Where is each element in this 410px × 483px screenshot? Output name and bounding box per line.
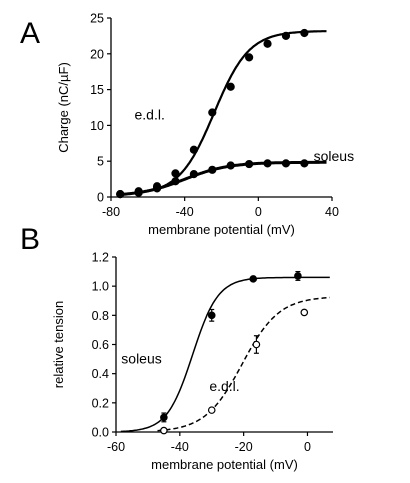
panel-a-y-tick-label: 25 [90,12,104,26]
panel-a-chart: A 0 5 10 15 20 25 -80 -40 0 40 membrane potential … [20,12,354,238]
panel-a-y-axis-title: Charge (nC/µF) [56,62,71,153]
panel-b-y-axis-title: relative tension [51,301,66,388]
panel-a-data-point [171,169,180,178]
panel-a-data-point [152,184,162,193]
panel-b-series-label: soleus [121,350,161,366]
panel-a-x-tick-label: -40 [176,205,194,219]
panel-a-data-point [281,159,291,168]
panel-a-fit-line-second [120,160,327,196]
panel-b-y-tick-label: 0.4 [92,367,109,381]
panel-a-data-point [226,161,235,170]
panel-a-data-point [245,159,254,169]
panel-a-letter: A [20,17,40,50]
panel-a-data-point [116,190,125,199]
panel-b-y-tick-label: 0.0 [92,426,109,440]
panel-a-data-point [134,188,143,197]
panel-a-data-point [263,39,272,48]
panel-a-data-point [281,31,291,41]
panel-b-x-tick-label: -40 [171,440,189,454]
panel-a-x-tick-label: 40 [325,205,339,219]
panel-b-data-point [300,308,309,317]
panel-a-y-tick-label: 10 [90,119,104,133]
panel-b-series-label: e.d.l. [209,378,239,394]
panel-a-y-tick-label: 5 [97,155,104,169]
panel-a-data-point [245,53,254,62]
panel-a-data-point [226,82,235,91]
panel-a-y-tick-label: 15 [90,83,104,97]
panel-a-x-axis-title: membrane potential (mV) [148,222,295,237]
panel-a-series-label: soleus [314,148,354,164]
panel-a-x-tick-label: -80 [102,205,120,219]
panel-b-data-point [207,311,216,320]
panel-a-data-point [300,159,309,168]
panel-a-series-label: e.d.l. [134,107,164,123]
panel-a-x-tick-label: 0 [255,205,262,219]
panel-a-data-point [208,108,217,117]
panel-b-data-point [249,275,258,283]
panel-b-data-point [160,426,168,435]
panel-b-y-tick-label: 0.2 [92,396,109,410]
panel-a-data-point [263,159,272,168]
panel-b-data-point [294,272,302,280]
panel-a-y-tick-label: 20 [90,47,104,61]
panel-a-data-point [208,165,217,174]
panel-b-letter: B [20,223,40,256]
panel-b-x-tick-label: 0 [304,440,311,454]
panel-b-y-tick-label: 1.2 [92,251,109,265]
panel-b-data-point [160,413,168,422]
panel-b-x-tick-label: -60 [107,440,125,454]
panel-a-y-tick-label: 0 [97,191,104,205]
panel-a-data-point [189,145,198,154]
panel-b-data-point [252,340,261,349]
panel-b-x-tick-label: -20 [235,440,253,454]
panel-b-fit-line-second [157,296,330,432]
panel-b-y-tick-label: 0.8 [92,309,109,323]
panel-b-y-tick-label: 0.6 [92,338,109,352]
panel-b-data-point [207,406,216,414]
panel-a-data-point [189,169,198,179]
panel-b-y-tick-label: 1.0 [92,280,109,294]
panel-a-data-point [300,28,309,38]
panel-b-x-axis-title: membrane potential (mV) [151,457,298,472]
panel-a-data-point [171,177,180,186]
panel-b-chart: B 0.0 0.2 0.4 0.6 0.8 1.0 1.2 -60 -40 -20 0 membran… [20,223,333,472]
